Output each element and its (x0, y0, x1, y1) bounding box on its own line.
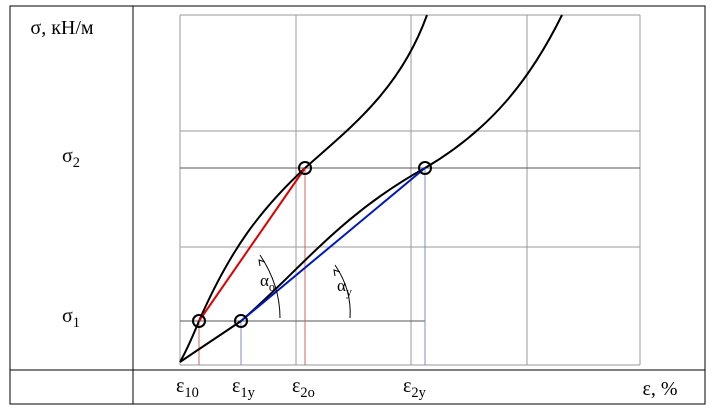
drop-lines (198, 168, 426, 365)
y-level-label: σ2 (62, 145, 80, 171)
grid (179, 14, 641, 366)
symbol: α (337, 276, 346, 295)
angle-label: αy (337, 276, 353, 299)
table-border (9, 5, 706, 405)
secant-y (240, 167, 426, 322)
symbol: α (260, 271, 269, 290)
subscript: 2o (300, 385, 314, 401)
subscript: 2 (73, 155, 80, 171)
symbol: σ (62, 305, 73, 327)
loading-curve (179, 14, 428, 363)
subscript: 1y (240, 385, 255, 401)
y-axis-title: σ, кН/м (30, 17, 93, 39)
subscript: 2y (411, 385, 426, 401)
symbol: ε (403, 375, 411, 397)
x-label: ε2y (403, 375, 427, 401)
angle-label: αo (260, 271, 275, 294)
angle-arcs (258, 254, 351, 319)
subscript: 10 (184, 385, 198, 401)
symbol: ε (292, 375, 300, 397)
x-label: ε1y (232, 375, 256, 401)
subscript: o (269, 280, 275, 294)
unloading-curve (179, 14, 563, 363)
x-label: ε2o (292, 375, 315, 401)
subscript: y (346, 285, 353, 299)
symbol: σ (62, 145, 73, 167)
points (192, 161, 432, 328)
x-axis-title: ε, % (642, 378, 677, 400)
secant-o (198, 167, 306, 322)
symbol: ε (232, 375, 240, 397)
y-level-label: σ1 (62, 305, 80, 331)
x-label: ε10 (176, 375, 199, 401)
subscript: 1 (73, 315, 80, 331)
symbol: ε (176, 375, 184, 397)
